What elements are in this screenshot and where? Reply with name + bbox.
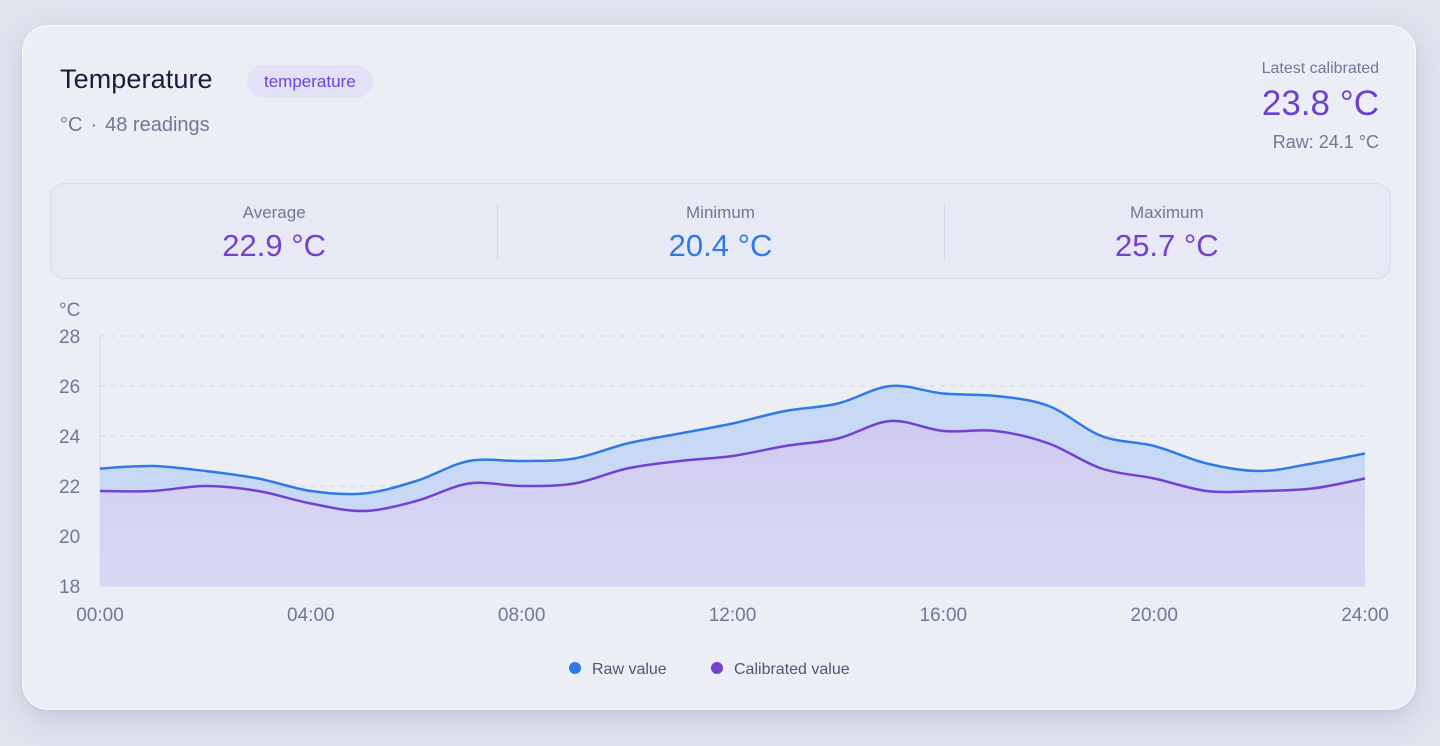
x-tick-2000: 20:00 <box>1130 605 1178 626</box>
x-tick-0000: 00:00 <box>76 605 124 626</box>
sensor-type-tag: temperature <box>247 65 373 98</box>
x-tick-2400: 24:00 <box>1341 605 1389 626</box>
chart-ticks: 18 20 22 24 26 28 00:00 04:00 08:00 12:00 16:00 20:… <box>59 327 1389 626</box>
x-tick-1600: 16:00 <box>920 605 968 626</box>
stat-average-value: 22.9 °C <box>222 228 327 263</box>
stat-maximum-value: 25.7 °C <box>1114 228 1219 263</box>
y-tick-20: 20 <box>59 527 80 548</box>
y-tick-26: 26 <box>59 377 80 398</box>
latest-reading: Latest calibrated 23.8 °C Raw: 24.1 °C <box>1262 60 1379 153</box>
temperature-chart: °C 18 20 22 24 26 28 00:00 04:00 08:00 12:00 16:00… <box>59 300 1389 678</box>
latest-label: Latest calibrated <box>1261 60 1379 77</box>
legend-raw-dot <box>569 662 581 674</box>
stat-minimum: Minimum 20.4 °C <box>497 184 943 278</box>
temperature-card: Temperature temperature °C · 48 readings L… <box>22 25 1416 710</box>
y-axis-label: °C <box>59 300 80 321</box>
x-tick-1200: 12:00 <box>709 605 757 626</box>
card-title: Temperature <box>60 64 213 94</box>
chart-lines <box>99 384 1366 513</box>
unit-label: °C <box>60 114 83 136</box>
x-tick-0400: 04:00 <box>287 605 335 626</box>
stat-average-label: Average <box>242 203 306 222</box>
calibrated-value-area-tint <box>100 420 1365 586</box>
y-tick-24: 24 <box>59 427 81 448</box>
latest-raw-value: Raw: 24.1 °C <box>1272 132 1379 152</box>
stat-minimum-label: Minimum <box>686 203 755 222</box>
latest-calibrated-value: 23.8 °C <box>1261 84 1379 123</box>
y-tick-22: 22 <box>59 477 80 498</box>
card-subtitle: °C · 48 readings <box>60 114 210 137</box>
legend-calibrated-dot <box>711 662 723 674</box>
legend-calibrated-label: Calibrated value <box>734 661 850 678</box>
stat-average: Average 22.9 °C <box>51 184 497 278</box>
y-tick-28: 28 <box>59 327 80 348</box>
separator-dot: · <box>90 114 98 136</box>
chart-areas <box>100 385 1365 586</box>
y-tick-18: 18 <box>59 577 80 598</box>
stat-maximum-label: Maximum <box>1129 203 1204 222</box>
stat-minimum-value: 20.4 °C <box>668 228 773 263</box>
x-tick-0800: 08:00 <box>498 605 546 626</box>
stat-maximum: Maximum 25.7 °C <box>943 184 1390 278</box>
stats-panel: Average 22.9 °C Minimum 20.4 °C Maximum … <box>50 183 1391 279</box>
calibrated-value-line <box>99 419 1366 513</box>
raw-value-line <box>99 384 1366 496</box>
chart-legend: Raw value Calibrated value <box>569 661 850 678</box>
legend-raw-label: Raw value <box>592 661 667 678</box>
readings-count: 48 readings <box>105 114 210 136</box>
